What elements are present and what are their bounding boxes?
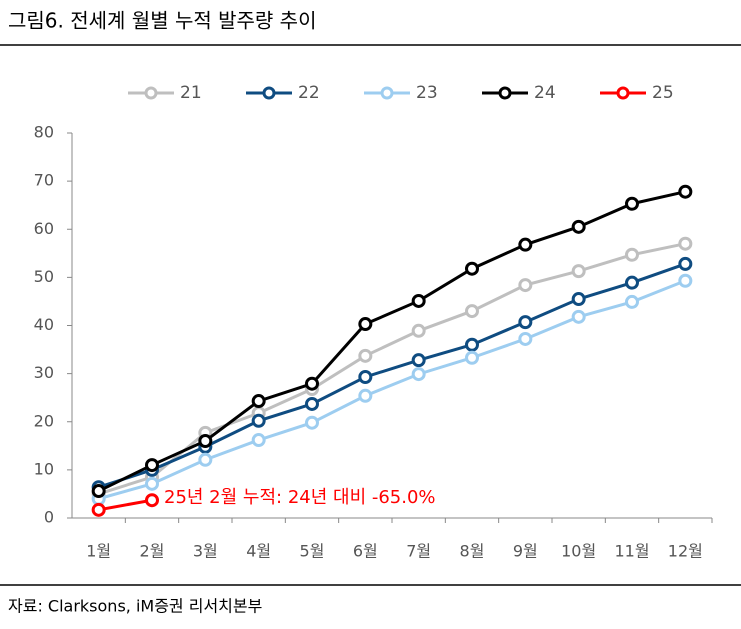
point bbox=[198, 434, 213, 448]
point bbox=[518, 331, 533, 346]
point bbox=[145, 476, 159, 491]
series-line bbox=[98, 242, 686, 496]
point bbox=[251, 413, 266, 428]
point bbox=[305, 396, 319, 411]
series-line bbox=[98, 262, 686, 489]
x-tick-label: 7월 bbox=[406, 542, 431, 561]
source: 자료: Clarksons, iM증권 리서치본부 bbox=[8, 597, 262, 616]
y-tick-label: 10 bbox=[34, 459, 54, 478]
point bbox=[571, 264, 586, 279]
point bbox=[678, 256, 693, 271]
point bbox=[571, 292, 586, 307]
point bbox=[91, 484, 106, 499]
legend-label: 23 bbox=[416, 83, 438, 103]
point bbox=[465, 261, 479, 276]
point bbox=[251, 394, 266, 409]
legend-marker bbox=[262, 86, 276, 100]
y-tick-label: 50 bbox=[34, 267, 54, 286]
point bbox=[518, 278, 533, 293]
chart-title: 그림6. 전세계 월별 누적 발주량 추이 bbox=[8, 9, 316, 33]
point bbox=[465, 304, 479, 319]
series-line bbox=[98, 498, 153, 512]
legend-marker bbox=[144, 86, 158, 100]
x-tick-label: 11월 bbox=[614, 542, 649, 561]
legend-marker bbox=[380, 86, 394, 100]
point bbox=[625, 247, 639, 262]
point bbox=[145, 493, 159, 508]
point bbox=[678, 184, 693, 199]
point bbox=[305, 376, 319, 391]
point bbox=[358, 317, 373, 332]
y-tick-label: 70 bbox=[34, 171, 54, 190]
point bbox=[518, 315, 533, 330]
y-tick-label: 30 bbox=[34, 363, 54, 382]
x-tick-label: 3월 bbox=[193, 542, 218, 561]
x-tick-label: 5월 bbox=[300, 542, 325, 561]
point bbox=[411, 293, 426, 308]
point bbox=[358, 348, 373, 363]
legend-label: 24 bbox=[534, 83, 556, 103]
point bbox=[411, 353, 426, 368]
x-tick-label: 4월 bbox=[246, 542, 271, 561]
point bbox=[678, 273, 693, 288]
series-line bbox=[98, 190, 686, 493]
series-line bbox=[98, 279, 686, 501]
legend-marker bbox=[616, 86, 630, 100]
legend-label: 22 bbox=[298, 83, 320, 103]
annotation: 25년 2월 누적: 24년 대비 -65.0% bbox=[164, 487, 436, 508]
point bbox=[678, 236, 693, 251]
x-tick-label: 8월 bbox=[460, 542, 485, 561]
x-tick-label: 12월 bbox=[668, 542, 703, 561]
x-tick-label: 6월 bbox=[353, 542, 378, 561]
x-tick-label: 10월 bbox=[561, 542, 596, 561]
point bbox=[625, 294, 639, 309]
point bbox=[625, 196, 639, 211]
y-tick-label: 40 bbox=[34, 315, 54, 334]
point bbox=[145, 458, 159, 473]
x-tick-label: 1월 bbox=[86, 542, 111, 561]
point bbox=[465, 337, 479, 352]
point bbox=[411, 323, 426, 338]
y-tick-label: 0 bbox=[44, 508, 54, 527]
point bbox=[411, 367, 426, 382]
point bbox=[91, 502, 106, 517]
point bbox=[198, 452, 213, 467]
legend-marker bbox=[498, 86, 512, 100]
point bbox=[358, 388, 373, 403]
legend-label: 25 bbox=[652, 83, 674, 103]
legend-label: 21 bbox=[180, 83, 202, 103]
point bbox=[465, 350, 479, 365]
y-tick-label: 60 bbox=[34, 219, 54, 238]
point bbox=[251, 433, 266, 448]
y-tick-label: 80 bbox=[34, 123, 54, 142]
point bbox=[625, 275, 639, 290]
point bbox=[358, 369, 373, 384]
x-tick-label: 9월 bbox=[513, 542, 538, 561]
point bbox=[571, 219, 586, 234]
point bbox=[571, 309, 586, 324]
point bbox=[305, 415, 319, 430]
point bbox=[518, 237, 533, 252]
x-tick-label: 2월 bbox=[140, 542, 165, 561]
y-tick-label: 20 bbox=[34, 411, 54, 430]
